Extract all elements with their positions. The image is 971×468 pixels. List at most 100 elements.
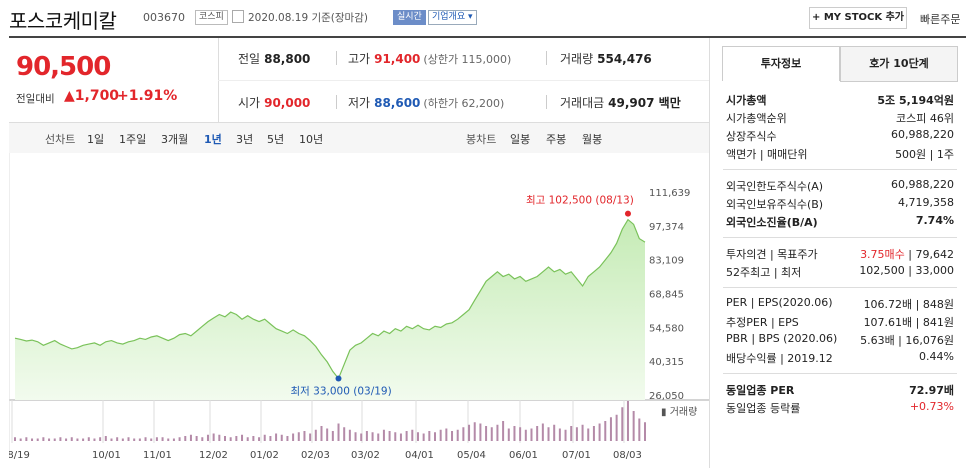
volume-bar bbox=[161, 437, 164, 441]
volume-bar bbox=[31, 438, 34, 441]
date-text: 2020.08.19 기준(장마감) bbox=[248, 12, 368, 24]
mystock-button[interactable]: + MY STOCK 추가 bbox=[809, 7, 907, 29]
x-tick-label: 01/02 bbox=[250, 450, 279, 461]
candle-monthly[interactable]: 월봉 bbox=[582, 133, 603, 146]
volume-bar bbox=[365, 431, 368, 441]
info-label: 외국인보유주식수(B) bbox=[726, 198, 824, 211]
info-value-text: 60,988,220 bbox=[891, 128, 954, 141]
volume-bar bbox=[405, 431, 408, 441]
volume-bar bbox=[206, 434, 209, 441]
volume-bar bbox=[445, 428, 448, 441]
x-tick-label: 10/01 bbox=[92, 450, 121, 461]
volume-bar bbox=[65, 438, 68, 441]
volume-bar bbox=[473, 422, 476, 441]
volume-bar bbox=[82, 438, 85, 441]
x-tick-label: 08/19 bbox=[9, 450, 30, 461]
price-rate: +1.91% bbox=[117, 88, 178, 104]
volume-bar bbox=[485, 426, 488, 441]
volume-bar bbox=[59, 437, 62, 441]
volume-bar bbox=[297, 432, 300, 441]
info-value-text: 60,988,220 bbox=[891, 178, 954, 191]
volume-bar bbox=[144, 437, 147, 441]
info-value-text: 0.44% bbox=[919, 350, 954, 363]
volume-bar bbox=[496, 424, 499, 441]
candle-daily[interactable]: 일봉 bbox=[510, 133, 531, 146]
line-chart-label: 선차트 bbox=[45, 133, 76, 146]
volume-bar bbox=[598, 423, 601, 441]
period-3m[interactable]: 3개월 bbox=[161, 133, 189, 146]
period-1w[interactable]: 1주일 bbox=[119, 133, 147, 146]
y-tick-label: 40,315 bbox=[649, 357, 684, 368]
volume-bar bbox=[99, 437, 102, 441]
info-label: 액면가 | 매매단위 bbox=[726, 148, 808, 161]
tab-investment-info[interactable]: 투자정보 bbox=[722, 46, 840, 81]
volume-bar bbox=[138, 438, 141, 441]
volume-bar bbox=[258, 437, 261, 441]
volume-bar bbox=[25, 437, 28, 441]
period-3y[interactable]: 3년 bbox=[236, 133, 254, 146]
period-10y[interactable]: 10년 bbox=[299, 133, 324, 146]
info-label: PER | EPS(2020.06) bbox=[726, 296, 833, 309]
market-badge: 코스피 bbox=[195, 10, 228, 25]
info-divider bbox=[723, 237, 957, 238]
info-value: 107.61배 | 841원 bbox=[864, 314, 954, 330]
volume-bar bbox=[638, 418, 641, 441]
info-divider bbox=[723, 373, 957, 374]
info-value: 106.72배 | 848원 bbox=[864, 296, 954, 312]
volume-bar bbox=[172, 438, 175, 441]
candle-weekly[interactable]: 주봉 bbox=[546, 133, 567, 146]
volume-bar bbox=[547, 427, 550, 441]
volume-bar bbox=[331, 431, 334, 441]
volume-bar bbox=[399, 433, 402, 441]
compare-label: 전일대비 bbox=[16, 93, 55, 105]
info-label: 시가총액순위 bbox=[726, 112, 787, 125]
volume-bar bbox=[541, 423, 544, 441]
volume-bar bbox=[121, 438, 124, 441]
volume-bar bbox=[195, 436, 198, 441]
price-change: ▲1,700 bbox=[64, 88, 120, 104]
volume-bar bbox=[479, 423, 482, 441]
realtime-badge[interactable]: 실시간 bbox=[393, 10, 426, 25]
x-tick-label: 05/04 bbox=[457, 450, 486, 461]
info-value-text: 5.63배 | 16,076원 bbox=[860, 334, 954, 347]
candle-chart-label: 봉차트 bbox=[466, 133, 497, 146]
info-label: PBR | BPS (2020.06) bbox=[726, 332, 838, 345]
x-tick-label: 06/01 bbox=[509, 450, 538, 461]
info-row: 외국인한도주식수(A) 60,988,220 bbox=[726, 178, 954, 194]
period-5y[interactable]: 5년 bbox=[267, 133, 285, 146]
volume-bar bbox=[218, 434, 221, 441]
right-panel-divider bbox=[709, 38, 710, 468]
volume-bar bbox=[462, 427, 465, 441]
low-marker bbox=[335, 375, 342, 382]
price-line bbox=[14, 218, 646, 380]
period-1d[interactable]: 1일 bbox=[87, 133, 105, 146]
volume-bar bbox=[150, 438, 153, 441]
volume-bar bbox=[326, 428, 329, 441]
stats-divider bbox=[218, 80, 709, 81]
stat-low: 저가 88,600 (하한가 62,200) bbox=[348, 96, 505, 110]
volume-bar bbox=[371, 432, 374, 441]
volume-bar bbox=[434, 432, 436, 441]
volume-bar bbox=[224, 436, 226, 441]
volume-bar bbox=[14, 437, 16, 441]
volume-bar bbox=[644, 422, 646, 441]
volume-bar bbox=[581, 424, 584, 441]
period-1y[interactable]: 1년 bbox=[204, 133, 222, 146]
volume-bar bbox=[456, 429, 459, 441]
volume-bar bbox=[252, 436, 255, 441]
stat-separator bbox=[336, 51, 337, 65]
volume-bar bbox=[439, 429, 442, 441]
company-overview-button[interactable]: 기업개요 ▾ bbox=[428, 10, 477, 25]
x-tick-label: 04/01 bbox=[405, 450, 434, 461]
volume-bar bbox=[235, 436, 238, 441]
volume-bar bbox=[314, 429, 317, 441]
volume-bar bbox=[377, 433, 380, 441]
volume-bar bbox=[178, 437, 181, 441]
volume-bar bbox=[507, 428, 510, 441]
tab-order-book[interactable]: 호가 10단계 bbox=[840, 46, 958, 82]
quick-order-button[interactable]: 빠른주문 bbox=[920, 13, 961, 26]
high-label: 최고 102,500 (08/13) bbox=[526, 195, 634, 207]
volume-bar bbox=[609, 417, 612, 441]
x-tick-label: 11/01 bbox=[143, 450, 172, 461]
volume-bar bbox=[201, 437, 204, 441]
